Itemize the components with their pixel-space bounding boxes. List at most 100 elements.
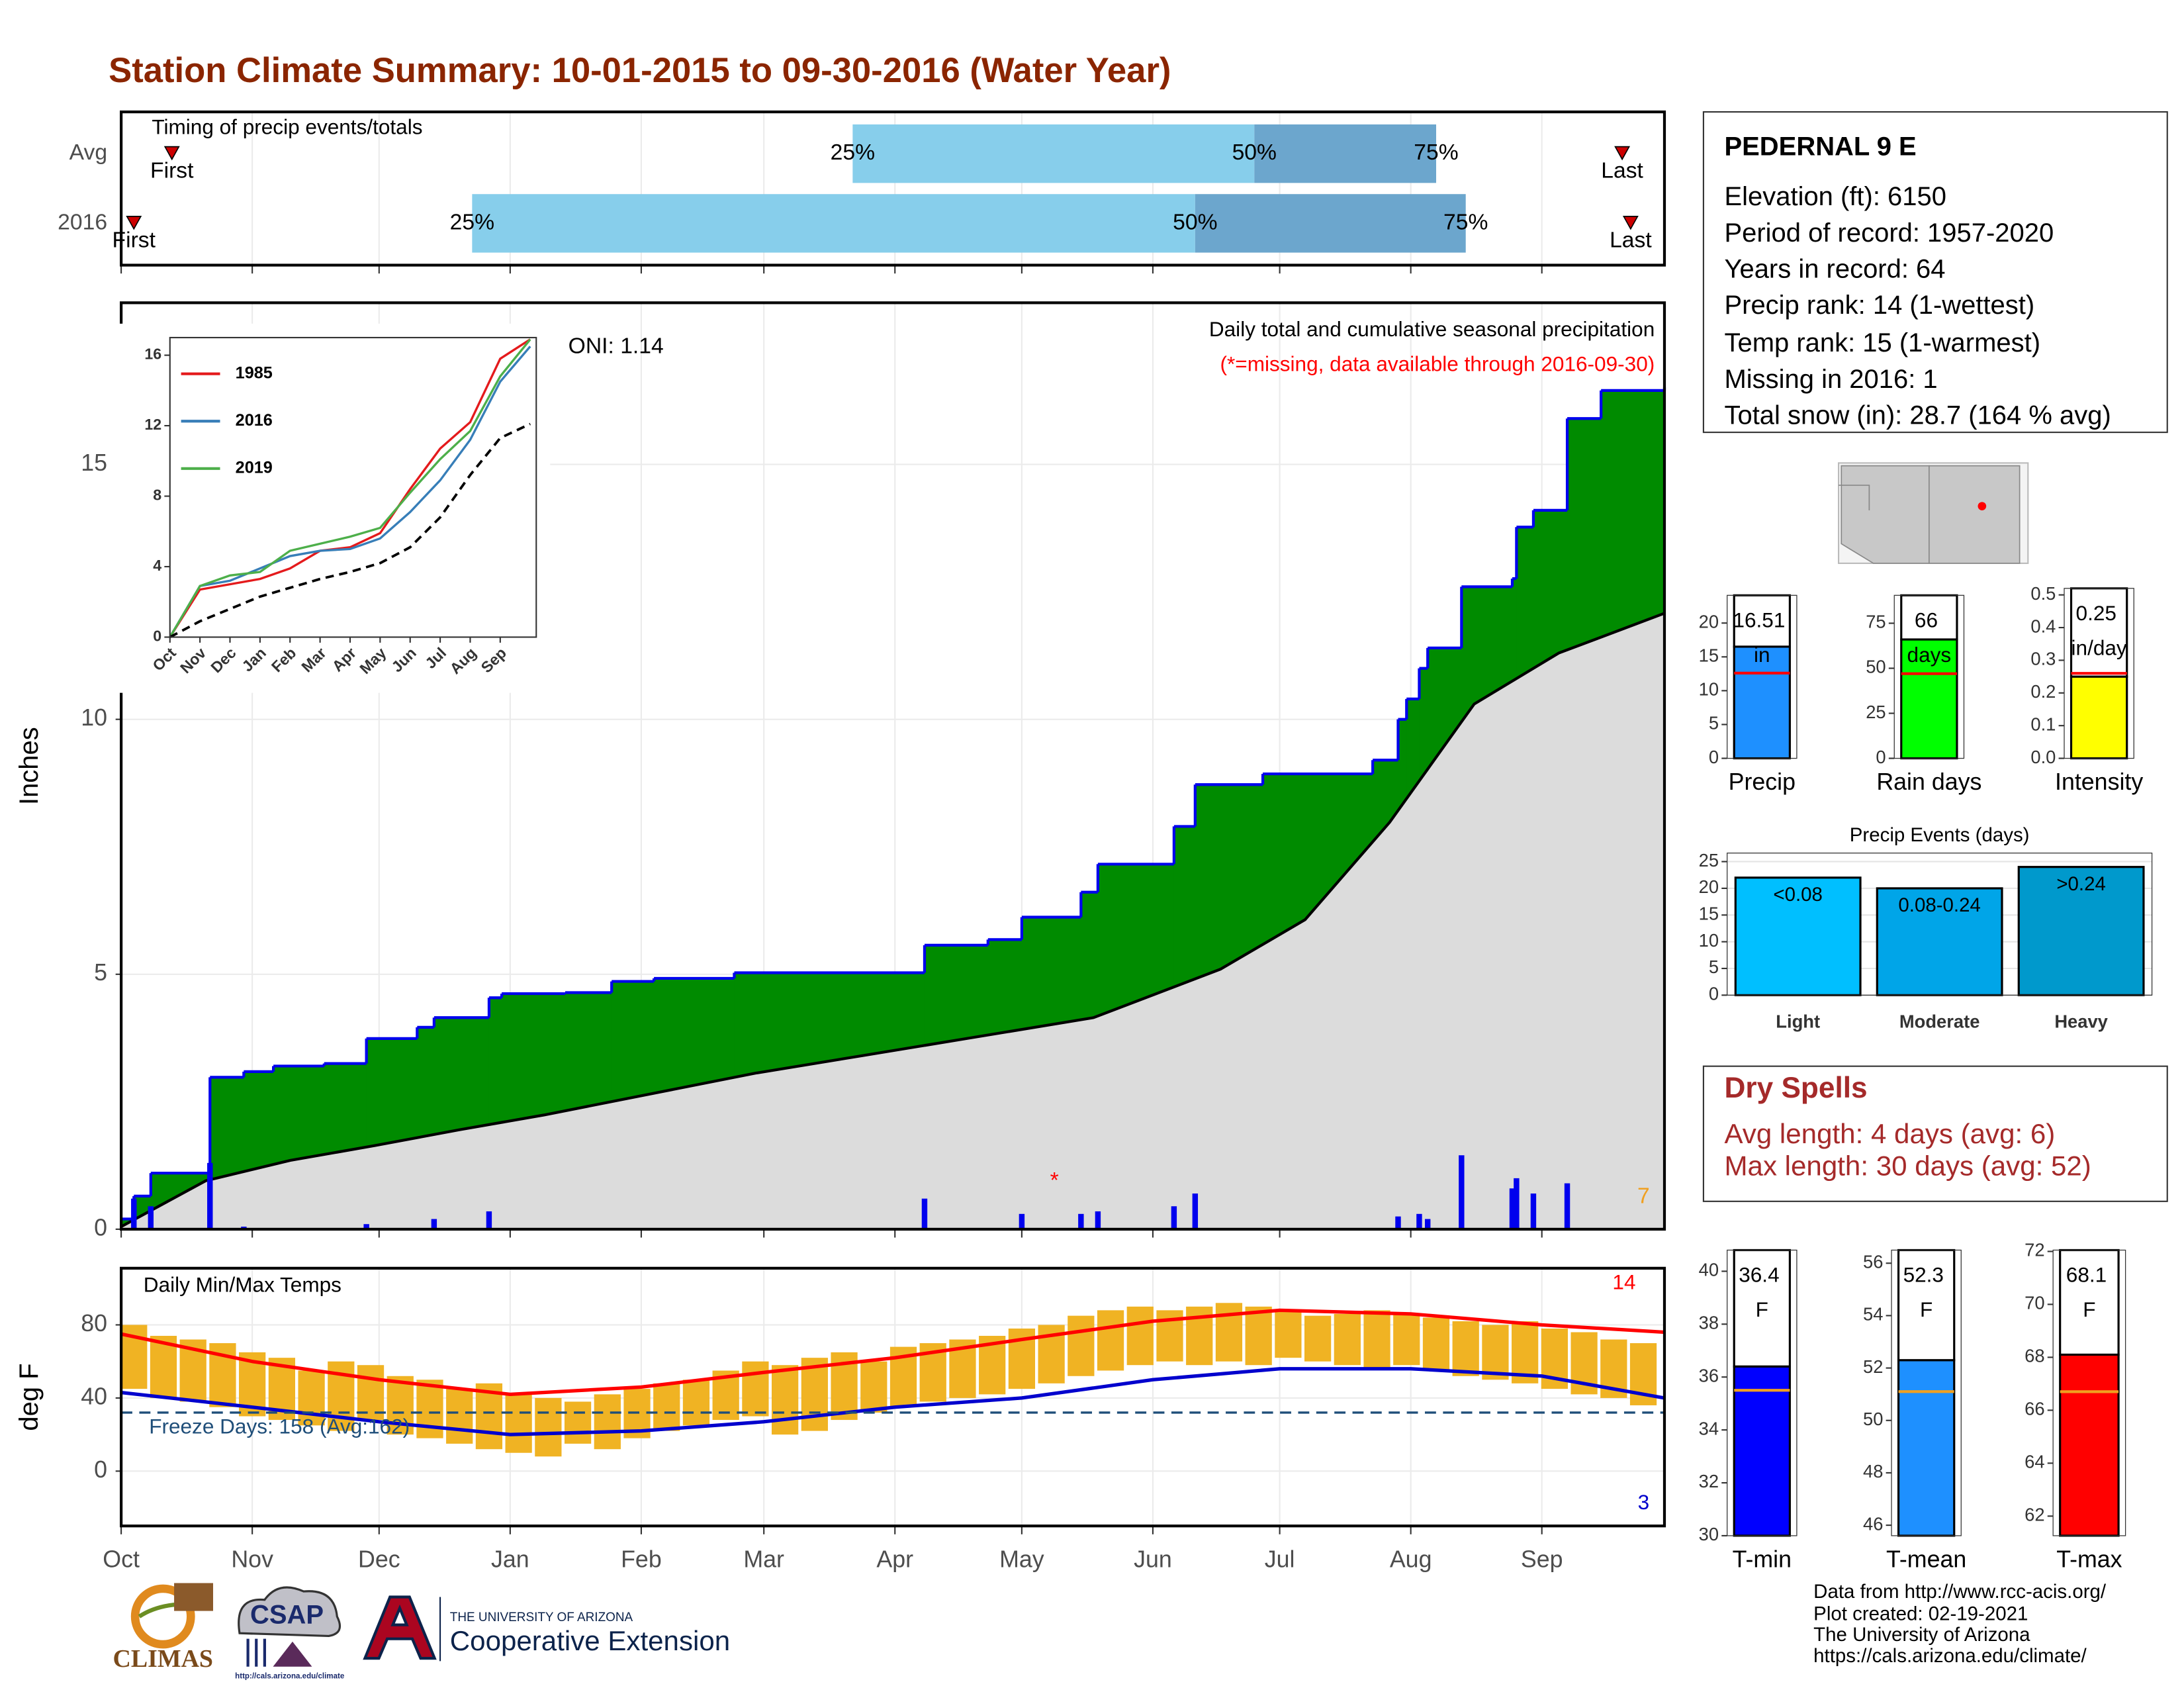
station-line: Total snow (in): 28.7 (164 % avg) [1724, 401, 2111, 430]
temp-range-bar [1393, 1313, 1420, 1366]
annotation: ONI: 1.14 [569, 334, 664, 359]
category-label: Moderate [1899, 1011, 1980, 1032]
timing-marker [1614, 146, 1631, 161]
bar [1734, 876, 1862, 996]
page-title: Station Climate Summary: 10-01-2015 to 0… [109, 51, 1171, 90]
station-line: Period of record: 1957-2020 [1724, 218, 2054, 248]
y-tick-label: 0.5 [2030, 583, 2056, 604]
row-label: 2016 [58, 210, 107, 234]
logos: CLIMAS CSAP http://cals.arizona.edu/clim… [113, 1583, 730, 1681]
station-name: PEDERNAL 9 E [1724, 132, 1916, 161]
percent-label: 75% [1443, 210, 1488, 234]
university-logo [363, 1595, 437, 1660]
daily-bar [148, 1206, 154, 1229]
panel-border [1727, 1249, 1797, 1536]
panel-title: Daily total and cumulative seasonal prec… [1209, 317, 1655, 341]
daily-bar [1078, 1213, 1084, 1229]
panel-border [1727, 853, 2153, 996]
y-tick-label: 0.1 [2030, 714, 2056, 734]
bar [1900, 638, 1958, 760]
value-label: 16.51 in [1733, 608, 1791, 667]
panel-border [1727, 594, 1797, 759]
daily-bar [431, 1219, 437, 1229]
temp-range-bar [860, 1361, 887, 1413]
percent-label: 50% [1173, 210, 1217, 234]
y-tick-label: 0 [94, 1456, 107, 1483]
percent-label: 50% [1232, 140, 1277, 165]
average-area [121, 613, 1664, 1229]
x-tick-label: Jan [491, 1546, 529, 1572]
locator-map [1838, 462, 2029, 564]
early-bar [852, 124, 1255, 183]
y-tick-label: 48 [1863, 1461, 1883, 1481]
category-label: T-mean [1886, 1546, 1966, 1572]
x-tick-label: Nov [231, 1546, 273, 1572]
timing-marker [126, 216, 142, 230]
x-tick-label: Jul [1265, 1546, 1295, 1572]
temp-range-bar [535, 1397, 562, 1457]
temp-range-bar [653, 1383, 680, 1431]
daily-bar [1425, 1219, 1431, 1229]
dry-spells-box [1702, 1065, 2168, 1202]
series-line [169, 338, 531, 638]
value-box [1897, 1248, 1956, 1362]
late-bar [1254, 124, 1436, 183]
climas-logo: CLIMAS [113, 1645, 213, 1673]
category-label: Heavy [2054, 1011, 2108, 1032]
x-tick-label: Aug [1390, 1546, 1432, 1572]
daily-bar [1509, 1188, 1516, 1229]
temp-range-bar [446, 1389, 473, 1444]
daily-bar [1019, 1213, 1025, 1229]
y-tick-label: 80 [81, 1310, 107, 1336]
bar [1733, 1365, 1791, 1537]
x-tick-label: Feb [621, 1546, 662, 1572]
y-tick-label: 0 [153, 628, 161, 645]
station-line: Years in record: 64 [1724, 255, 1945, 284]
y-tick-label: 50 [1863, 1409, 1883, 1429]
csap-mountain [273, 1641, 312, 1667]
normal-min-line [120, 1367, 1665, 1436]
temp-range-bar [742, 1361, 769, 1417]
late-bar [1195, 194, 1466, 253]
map-state [1841, 465, 1930, 564]
temp-range-bar [1452, 1321, 1479, 1376]
temp-range-bar [1126, 1306, 1154, 1366]
daily-bar [1395, 1216, 1401, 1229]
category-label: Precip [1729, 769, 1796, 795]
temp-range-bar [1482, 1325, 1509, 1380]
station-line: Elevation (ft): 6150 [1724, 182, 1946, 211]
dry-spells-title: Dry Spells [1724, 1072, 1867, 1104]
series-line [169, 338, 531, 638]
y-tick-label: 10 [1699, 679, 1719, 700]
extension-name: Cooperative Extension [450, 1625, 730, 1656]
dry-spells-line: Max length: 30 days (avg: 52) [1724, 1150, 2091, 1181]
climas-swirl [130, 1584, 195, 1649]
timing-marker [1622, 216, 1639, 230]
value-label: 52.3 F [1903, 1263, 1950, 1322]
category-label: Rain days [1876, 769, 1981, 795]
temp-range-bar [682, 1380, 710, 1426]
y-tick-label: 40 [1699, 1260, 1719, 1280]
marker-label: First [150, 158, 194, 183]
freeze-label: Freeze Days: 158 (Avg:162) [149, 1414, 410, 1438]
y-tick-label: 0 [1876, 747, 1886, 767]
panel-border [119, 110, 1666, 267]
value-label: 68.1 F [2066, 1263, 2113, 1322]
y-tick-label: 0 [1709, 984, 1719, 1004]
bin-label: >0.24 [2056, 873, 2106, 895]
bar [2070, 675, 2128, 760]
panel-subtitle: (*=missing, data available through 2016-… [1220, 352, 1655, 375]
value-label: 36.4 F [1739, 1263, 1785, 1322]
y-tick-label: 10 [81, 704, 107, 731]
y-tick-label: 15 [1699, 645, 1719, 666]
axis-title: Inches [15, 727, 44, 805]
y-tick-label: 66 [2025, 1399, 2044, 1419]
annotation: 7 [1637, 1184, 1650, 1208]
y-tick-label: 70 [2025, 1293, 2044, 1313]
bar [1897, 1359, 1956, 1537]
panel-title: Precip Events (days) [1850, 824, 2030, 846]
y-tick-label: 46 [1863, 1513, 1883, 1534]
y-tick-label: 72 [2025, 1240, 2044, 1260]
category-label: T-max [2056, 1546, 2122, 1572]
temp-range-bar [1422, 1317, 1450, 1371]
